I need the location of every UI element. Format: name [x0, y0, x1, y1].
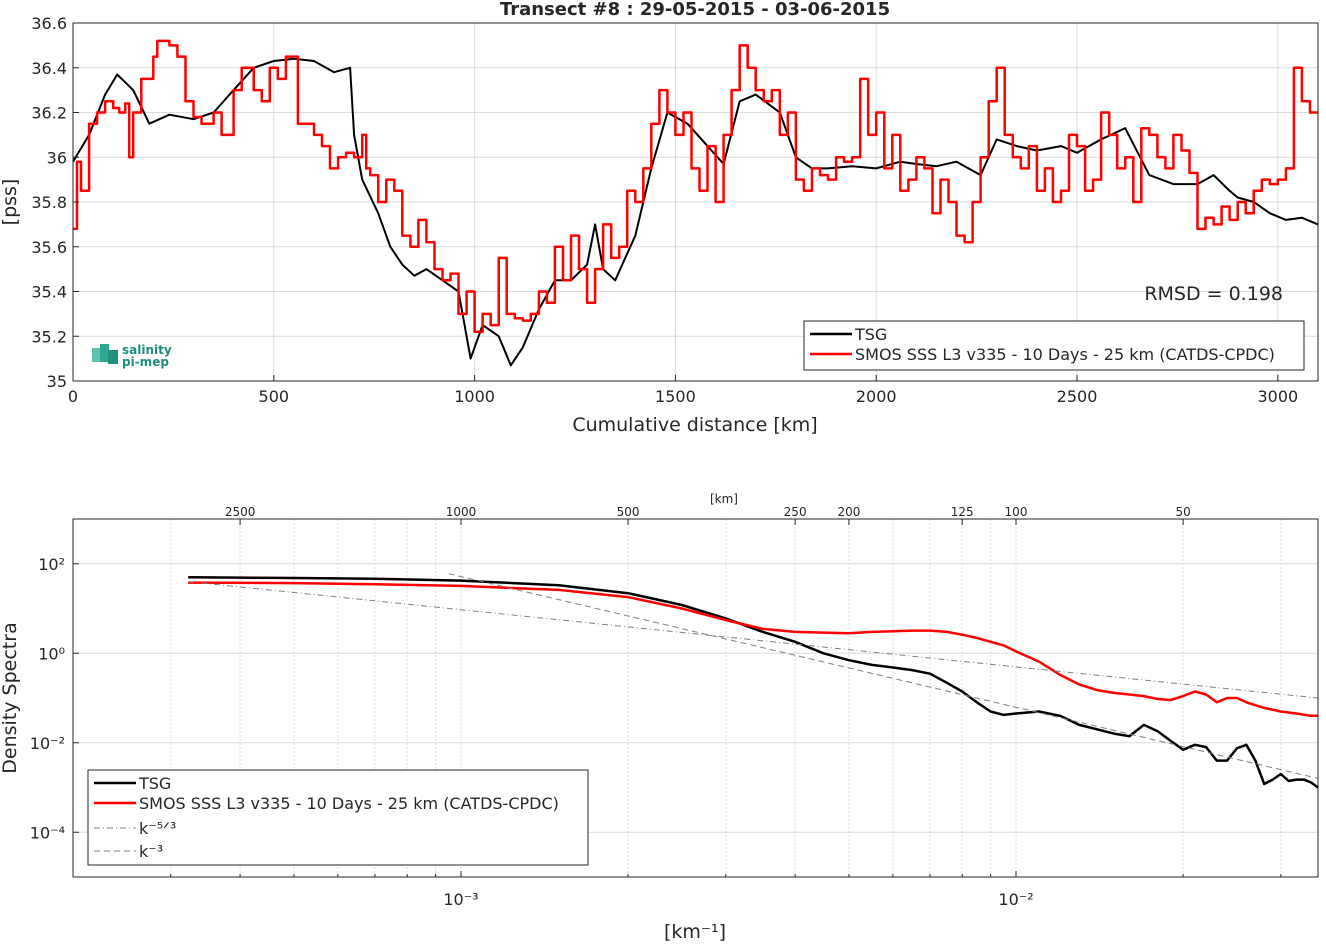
bottom-series-group [188, 573, 1319, 789]
top-km-axis-label: [km] [710, 492, 738, 506]
bottom-series-smos-line [188, 581, 1318, 718]
top-chart-title: Transect #8 : 29-05-2015 - 03-06-2015 [500, 0, 890, 20]
top-y-axis-label: [pss] [0, 179, 21, 226]
top-km-tick-label: 50 [1175, 505, 1190, 519]
bottom-y-tick-label: 10⁻² [30, 734, 65, 753]
bottom-legend-box [87, 769, 589, 866]
top-km-tick-label: 2500 [225, 505, 256, 519]
top-x-tick-label: 2000 [856, 387, 897, 406]
bottom-legend-tsg-label: TSG [138, 774, 171, 793]
bottom-x-tick-label: 10⁻² [998, 890, 1033, 909]
top-legend-tsg-label: TSG [854, 325, 887, 344]
bottom-axes-box [72, 518, 1319, 878]
salinity-transect-chart: 0 500 1000 1500 2000 2500 3000 3535.235.435.63… [0, 0, 1319, 436]
top-km-tick-label: 250 [784, 505, 807, 519]
bottom-x-ticks: 10⁻³ 10⁻² [72, 871, 1282, 909]
logo-line-2: pi-mep [122, 355, 169, 369]
top-series-smos-line [73, 39, 1318, 334]
top-y-tick-label: 35 [47, 372, 67, 391]
bottom-legend-k3-label: k⁻³ [139, 842, 163, 861]
bottom-legend-smos-label: SMOS SSS L3 v335 - 10 Days - 25 km (CATD… [139, 794, 559, 813]
top-y-tick-label: 36.6 [31, 14, 67, 33]
bottom-grid [72, 519, 1318, 877]
top-x-tick-label: 3000 [1257, 387, 1298, 406]
top-y-tick-label: 35.8 [31, 193, 67, 212]
logo-block-1 [92, 348, 101, 362]
bottom-x-axis-label: [km⁻¹] [664, 921, 726, 942]
top-x-tick-label: 0 [68, 387, 78, 406]
density-spectra-chart: 10⁻³ 10⁻² 10⁻⁴ 10⁻² 10⁰ 10² 2500 1000 500 250 20… [0, 492, 1319, 943]
top-y-tick-label: 36 [47, 148, 67, 167]
top-x-ticks: 0 500 1000 1500 2000 2500 3000 [68, 375, 1298, 406]
logo-block-3 [108, 350, 118, 364]
bottom-series-tsg-line [188, 575, 1319, 789]
bottom-y-tick-label: 10⁰ [38, 644, 65, 663]
top-legend: TSG SMOS SSS L3 v335 - 10 Days - 25 km (… [803, 320, 1305, 371]
top-x-axis-label: Cumulative distance [km] [572, 414, 817, 436]
bottom-y-ticks: 10⁻⁴ 10⁻² 10⁰ 10² [30, 555, 79, 842]
top-x-tick-label: 1000 [454, 387, 495, 406]
bottom-top-km-ticks: 250010005002502001251005025 [225, 505, 1191, 525]
bottom-legend-k53-label: k⁻⁵ᐟ³ [139, 819, 176, 838]
bottom-series-k3-line [448, 573, 1319, 779]
top-y-ticks: 35 35.2 35.4 35.6 35.8 36 36.2 36.4 36.6 [31, 14, 79, 391]
top-km-tick-label: 1000 [446, 505, 477, 519]
top-km-tick-label: 500 [617, 505, 640, 519]
top-series-group [72, 39, 1319, 367]
top-y-tick-label: 35.4 [31, 283, 67, 302]
bottom-y-tick-label: 10² [38, 555, 65, 574]
bottom-y-axis-label: Density Spectra [0, 622, 21, 773]
top-y-tick-label: 36.4 [31, 59, 67, 78]
top-x-tick-label: 500 [259, 387, 290, 406]
bottom-x-tick-label: 10⁻³ [443, 890, 478, 909]
bottom-y-tick-label: 10⁻⁴ [30, 823, 65, 842]
top-y-tick-label: 35.6 [31, 238, 67, 257]
top-km-tick-label: 100 [1005, 505, 1028, 519]
top-y-tick-label: 36.2 [31, 104, 67, 123]
top-x-tick-label: 1500 [655, 387, 696, 406]
logo-block-2 [100, 344, 109, 362]
rmsd-annotation: RMSD = 0.198 [1144, 283, 1283, 305]
top-legend-smos-label: SMOS SSS L3 v335 - 10 Days - 25 km (CATD… [855, 345, 1275, 364]
salinity-pimep-logo: salinity pi-mep [92, 343, 172, 369]
top-x-tick-label: 2500 [1057, 387, 1098, 406]
logo-line-1: salinity [122, 343, 172, 357]
top-y-tick-label: 35.2 [31, 327, 67, 346]
top-km-tick-label: 125 [951, 505, 974, 519]
top-legend-box [803, 320, 1305, 371]
bottom-legend: TSG SMOS SSS L3 v335 - 10 Days - 25 km (… [87, 769, 589, 866]
top-km-tick-label: 200 [837, 505, 860, 519]
